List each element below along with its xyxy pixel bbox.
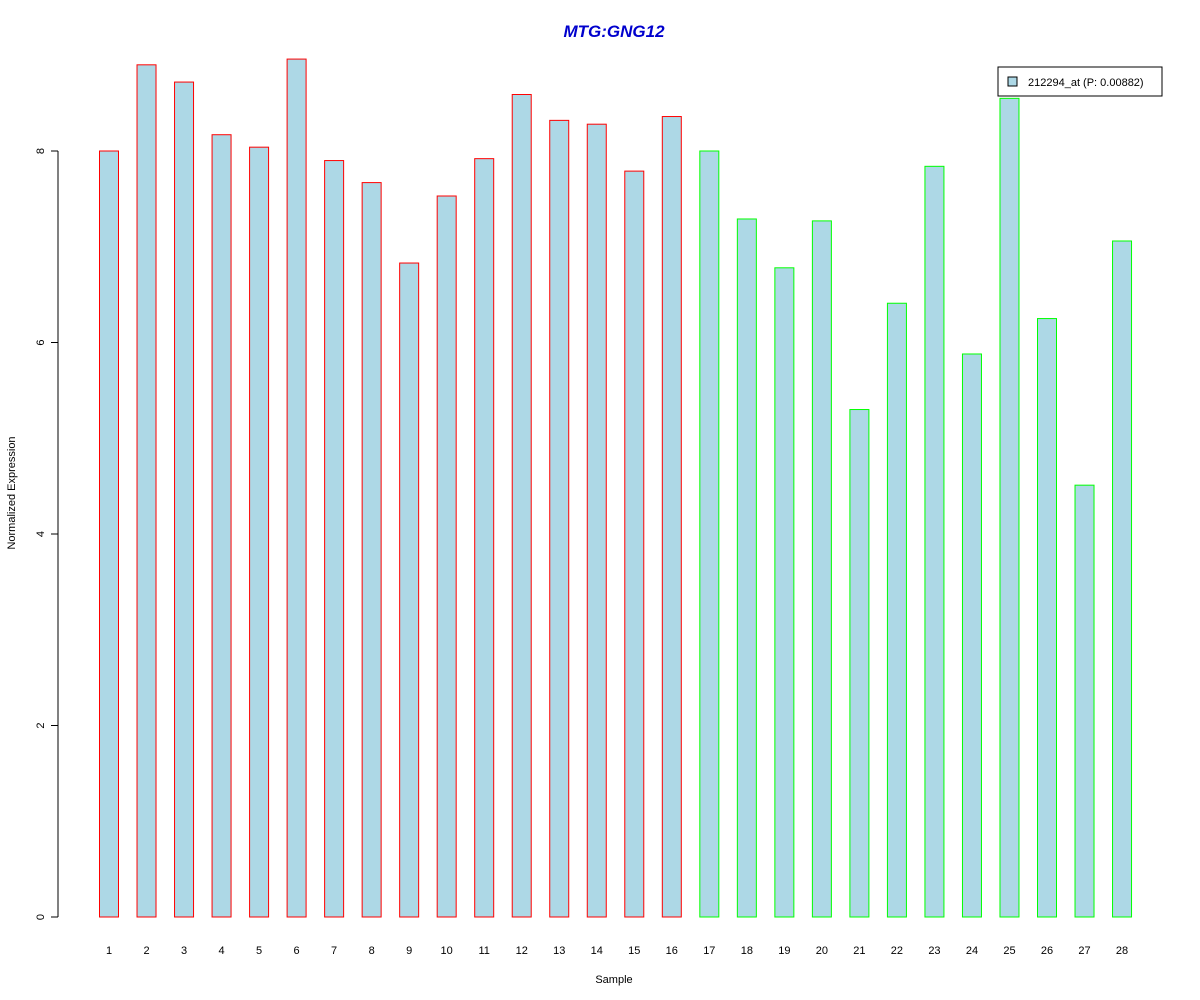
- legend-box: [997, 66, 1163, 97]
- x-tick-label: 12: [516, 945, 528, 957]
- x-tick-label: 11: [478, 945, 489, 957]
- y-axis: 0 2 4 6 8: [35, 148, 59, 920]
- bar: [286, 58, 307, 918]
- bar: [886, 302, 907, 918]
- bar: [661, 116, 682, 918]
- bar: [511, 94, 532, 918]
- y-tick-label: 2: [35, 722, 47, 728]
- x-tick-label: 22: [891, 945, 903, 957]
- y-axis-label: Normalized Expression: [6, 436, 18, 549]
- bar: [474, 158, 495, 918]
- x-tick-label: 21: [853, 945, 865, 957]
- x-tick-label: 3: [181, 945, 187, 957]
- bar: [436, 195, 457, 918]
- x-tick-label: 19: [778, 945, 790, 957]
- x-tick-label: 27: [1078, 945, 1090, 957]
- x-tick-label: 18: [741, 945, 753, 957]
- x-tick-label: 1: [106, 945, 112, 957]
- y-tick-label: 6: [35, 339, 47, 345]
- bar: [1037, 318, 1057, 918]
- legend-label: 212294_at (P: 0.00882): [1028, 77, 1144, 89]
- bar: [136, 64, 157, 918]
- bar: [1074, 484, 1095, 918]
- x-tick-label: 15: [628, 945, 640, 957]
- bar: [774, 267, 795, 918]
- bar: [736, 218, 757, 918]
- bar: [999, 97, 1020, 918]
- chart-title: MTG:GNG12: [563, 22, 665, 41]
- bar: [699, 150, 720, 918]
- bar: [1112, 240, 1133, 918]
- x-tick-label: 24: [966, 945, 978, 957]
- x-tick-label: 25: [1003, 945, 1015, 957]
- bars: [99, 58, 1133, 918]
- x-tick-label: 28: [1116, 945, 1128, 957]
- x-tick-label: 7: [331, 945, 337, 957]
- legend-swatch: [1007, 76, 1018, 87]
- bar: [961, 353, 982, 918]
- bar: [361, 182, 382, 918]
- x-tick-label: 20: [816, 945, 828, 957]
- bar: [324, 160, 345, 918]
- x-tick-label: 14: [591, 945, 603, 957]
- x-tick-label: 17: [703, 945, 715, 957]
- x-tick-label: 13: [553, 945, 565, 957]
- bar: [924, 165, 945, 918]
- x-tick-label: 23: [928, 945, 940, 957]
- bar: [211, 134, 232, 918]
- bar: [624, 170, 645, 918]
- legend: 212294_at (P: 0.00882): [997, 66, 1163, 97]
- x-tick-label: 5: [256, 945, 262, 957]
- x-tick-label: 16: [666, 945, 678, 957]
- x-tick-label: 10: [441, 945, 453, 957]
- bar: [174, 81, 195, 918]
- bar: [849, 409, 870, 918]
- bar: [549, 119, 570, 918]
- bar: [99, 150, 119, 918]
- x-axis-label: Sample: [595, 974, 632, 986]
- bar: [811, 220, 832, 918]
- bar: [399, 262, 420, 918]
- x-tick-label: 9: [406, 945, 412, 957]
- y-tick-label: 4: [35, 531, 47, 537]
- x-tick-label: 8: [369, 945, 375, 957]
- x-tick-label: 2: [143, 945, 149, 957]
- bar: [586, 123, 607, 918]
- x-tick-label: 4: [218, 945, 224, 957]
- y-tick-label: 8: [35, 148, 47, 154]
- x-tick-label: 26: [1041, 945, 1053, 957]
- bar: [249, 146, 270, 918]
- x-tick-labels: 1 2 3 4 5 6 7 8 9 10 11 12 13 14 15 16 17 18 19 20 21 22 23 24 2…: [106, 945, 1128, 957]
- y-tick-label: 0: [35, 914, 47, 920]
- x-tick-label: 6: [294, 945, 300, 957]
